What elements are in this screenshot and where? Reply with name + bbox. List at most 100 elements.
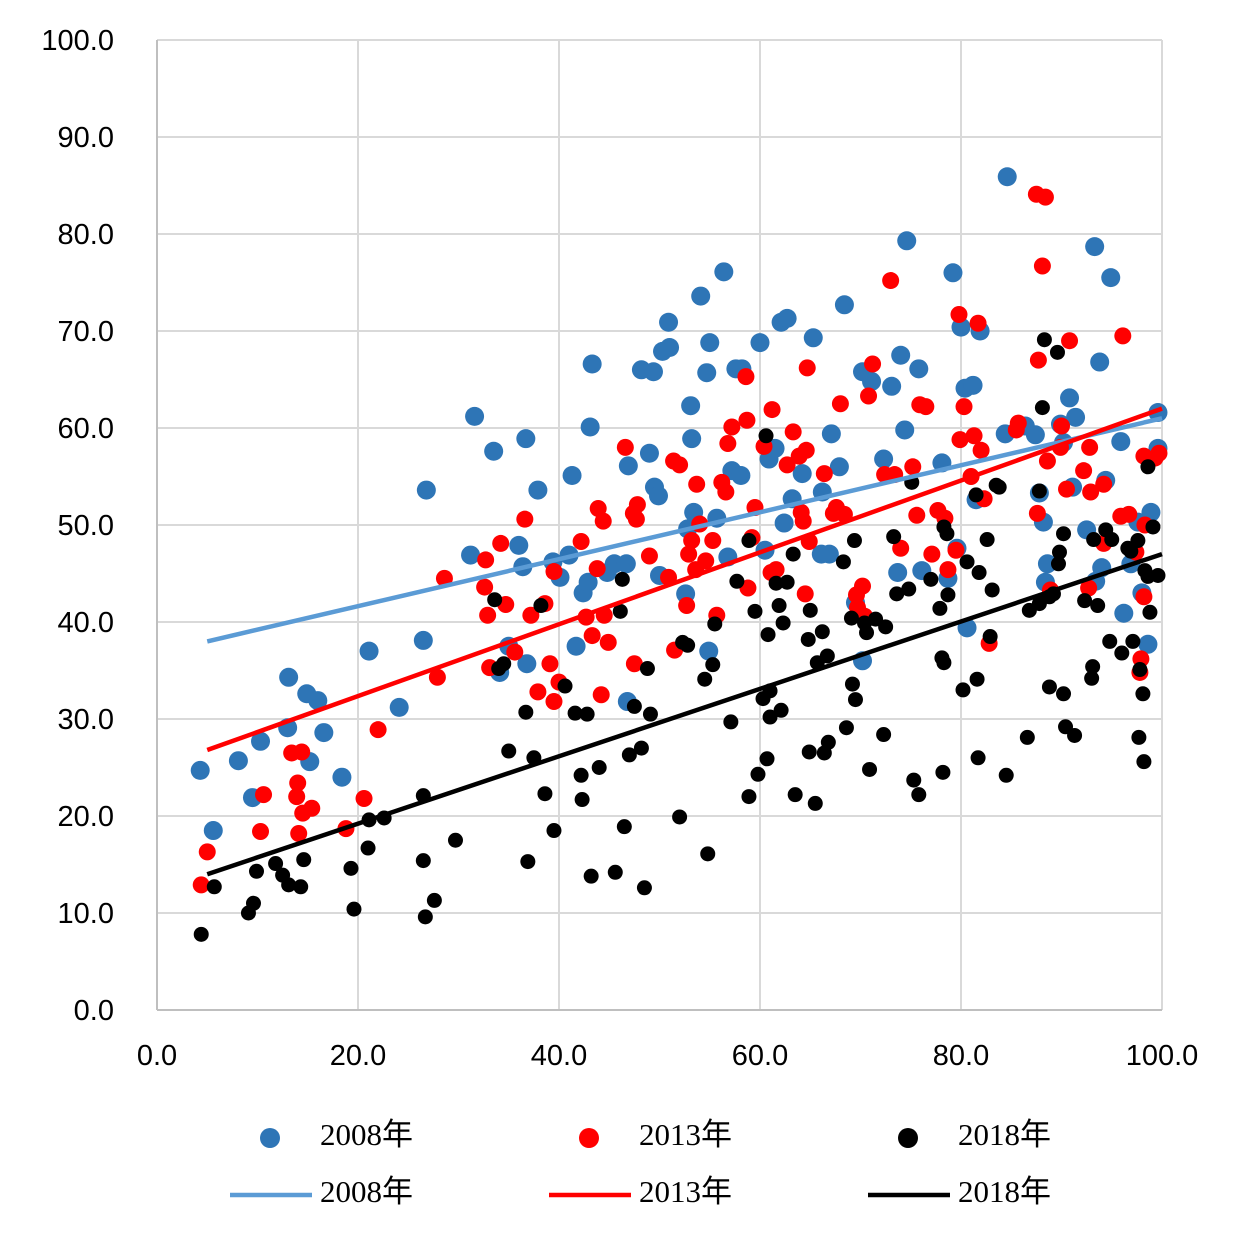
- point: [583, 627, 601, 645]
- point: [1056, 686, 1072, 702]
- point: [566, 636, 586, 656]
- point: [750, 766, 766, 782]
- point: [625, 655, 643, 673]
- point: [778, 456, 796, 474]
- point: [591, 760, 607, 775]
- point: [979, 532, 995, 548]
- point: [1114, 327, 1132, 345]
- point: [759, 751, 775, 767]
- point: [355, 790, 373, 808]
- point: [697, 363, 717, 383]
- point: [911, 787, 927, 803]
- point: [413, 630, 433, 650]
- point: [771, 598, 787, 614]
- y-tick-label: 60.0: [58, 413, 114, 445]
- point: [1031, 483, 1047, 499]
- point: [874, 449, 894, 469]
- point: [737, 368, 755, 386]
- point: [580, 417, 600, 437]
- point: [1053, 417, 1070, 435]
- point: [723, 418, 741, 436]
- point: [303, 799, 321, 817]
- point: [935, 764, 951, 780]
- point: [607, 864, 623, 880]
- legend-label: 2013年: [639, 1117, 732, 1152]
- point: [314, 723, 334, 743]
- point: [1036, 188, 1054, 206]
- point: [290, 824, 308, 842]
- legend-marker: [898, 1128, 918, 1148]
- point: [796, 585, 814, 603]
- point: [777, 308, 797, 328]
- point: [697, 552, 715, 570]
- point: [1135, 588, 1153, 606]
- point: [1140, 459, 1156, 475]
- point: [882, 376, 902, 396]
- point: [762, 709, 778, 725]
- point: [763, 401, 781, 419]
- legend-label: 2008年: [320, 1174, 413, 1209]
- legend-label: 2013年: [639, 1174, 732, 1209]
- x-tick-label: 60.0: [732, 1040, 788, 1072]
- point: [640, 547, 658, 565]
- point: [533, 598, 549, 614]
- point: [888, 563, 908, 583]
- point: [592, 686, 610, 704]
- point: [741, 533, 757, 549]
- point: [959, 554, 975, 570]
- point: [1102, 633, 1118, 649]
- point: [522, 606, 540, 624]
- point: [346, 901, 362, 917]
- point: [963, 375, 983, 395]
- point: [750, 333, 770, 353]
- point: [545, 563, 563, 581]
- point: [1081, 438, 1099, 456]
- point: [487, 592, 503, 608]
- point: [1061, 332, 1079, 350]
- point: [1090, 598, 1106, 614]
- point: [1080, 579, 1098, 597]
- point: [193, 926, 209, 942]
- point: [908, 506, 926, 524]
- point: [578, 572, 598, 592]
- legend-marker: [579, 1128, 599, 1148]
- point: [700, 846, 716, 862]
- point: [882, 272, 900, 290]
- x-tick-label: 20.0: [330, 1040, 386, 1072]
- point: [760, 627, 776, 643]
- point: [889, 586, 905, 602]
- point: [516, 510, 534, 528]
- point: [969, 671, 985, 687]
- point: [678, 597, 696, 615]
- point: [971, 565, 987, 581]
- point: [509, 535, 529, 555]
- point: [1114, 603, 1134, 623]
- point: [697, 671, 713, 687]
- point: [198, 843, 216, 861]
- point: [516, 429, 536, 449]
- legend-label: 2008年: [320, 1117, 413, 1152]
- point: [800, 631, 816, 647]
- point: [1058, 480, 1076, 498]
- point: [415, 853, 431, 869]
- point: [714, 262, 734, 282]
- point: [479, 606, 497, 624]
- point: [643, 362, 663, 382]
- point: [984, 582, 1000, 598]
- point: [1148, 402, 1168, 422]
- point: [245, 895, 261, 911]
- point: [680, 637, 696, 653]
- point: [801, 744, 817, 760]
- point: [621, 747, 637, 763]
- point: [1050, 556, 1066, 572]
- point: [997, 167, 1017, 187]
- point: [228, 751, 248, 771]
- point: [636, 880, 652, 896]
- y-tick-label: 20.0: [58, 801, 114, 833]
- point: [293, 743, 311, 761]
- point: [517, 654, 537, 674]
- point: [461, 545, 481, 565]
- point: [838, 720, 854, 736]
- point: [699, 641, 719, 661]
- point: [203, 821, 223, 841]
